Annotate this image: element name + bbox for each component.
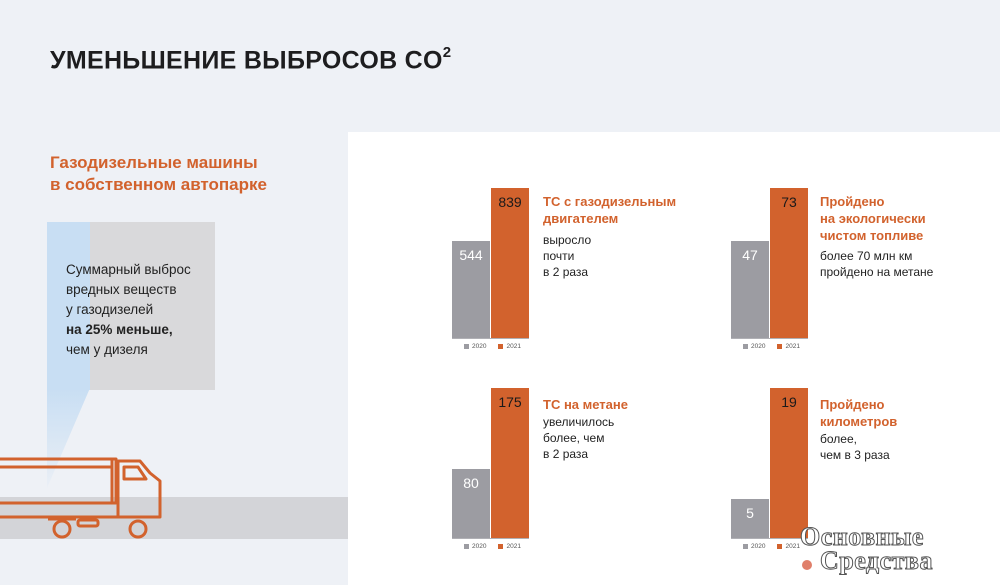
legend-swatch — [777, 343, 783, 349]
bar-2020: 47 — [731, 241, 769, 338]
title-superscript: 2 — [442, 44, 452, 61]
logo-dot — [802, 560, 812, 570]
bar-2020: 5 — [731, 498, 769, 538]
chart-legend: 2020 2021 — [743, 543, 800, 550]
legend-item: 2020 — [743, 543, 765, 550]
callout-accent — [47, 222, 90, 390]
bar-2021: 73 — [770, 188, 808, 338]
legend-item: 2020 — [464, 543, 486, 550]
legend-item: 2020 — [743, 343, 765, 350]
fleet-subtitle: Газодизельные машины в собственном автоп… — [50, 153, 267, 194]
chart-legend: 2020 2021 — [464, 343, 521, 350]
callout-line: Суммарный выброс — [66, 262, 191, 277]
chart-description: выросло почти в 2 раза — [543, 233, 592, 279]
legend-swatch — [743, 343, 748, 349]
page-title: УМЕНЬШЕНИЕ ВЫБРОСОВ CO2 — [50, 44, 452, 75]
bar-2020: 544 — [452, 240, 490, 338]
legend-item: 2021 — [777, 543, 800, 550]
chart-legend: 2020 2021 — [464, 543, 521, 550]
legend-swatch — [464, 543, 469, 549]
chart-legend: 2020 2021 — [743, 343, 800, 350]
bar-2021: 19 — [770, 388, 808, 538]
legend-item: 2021 — [498, 343, 521, 350]
callout-line: вредных веществ — [66, 282, 177, 297]
callout-line-bold: на 25% меньше, — [66, 322, 173, 337]
bar-value-label: 175 — [498, 394, 522, 410]
chart-title: Пройдено на экологически чистом топливе — [820, 194, 926, 243]
chart-baseline — [452, 538, 529, 539]
legend-item: 2021 — [777, 343, 800, 350]
chart-title: Пройдено километров — [820, 397, 898, 429]
chart-baseline — [452, 338, 529, 339]
callout-line: у газодизелей — [66, 302, 154, 317]
bar-2021: 839 — [491, 188, 529, 338]
bar-value-label: 80 — [463, 475, 479, 492]
chart-baseline — [731, 538, 808, 539]
chart-title: ТС с газодизельным двигателем — [543, 194, 677, 226]
legend-item: 2020 — [464, 343, 486, 350]
chart-description: более, чем в 3 раза — [820, 432, 890, 462]
logo-line2: Средства — [820, 546, 933, 576]
bar-value-label: 5 — [746, 504, 754, 521]
bar-value-label: 544 — [459, 246, 483, 263]
callout-box — [90, 222, 215, 390]
bar-2020: 80 — [452, 469, 490, 538]
truck-icon — [0, 457, 162, 539]
watermark-logo: Основные Средства — [800, 522, 995, 582]
bar-value-label: 47 — [742, 247, 758, 264]
chart-baseline — [731, 338, 808, 339]
callout-line: чем у дизеля — [66, 342, 148, 357]
legend-swatch — [777, 543, 783, 549]
bar-value-label: 73 — [781, 194, 797, 210]
callout-text: Суммарный выброс вредных веществ у газод… — [66, 260, 226, 360]
bar-value-label: 839 — [498, 194, 522, 210]
legend-swatch — [498, 543, 504, 549]
legend-item: 2021 — [498, 543, 521, 550]
bar-2021: 175 — [491, 388, 529, 538]
logo-line1: Основные — [800, 522, 924, 552]
legend-swatch — [464, 343, 469, 349]
chart-title: ТС на метане — [543, 397, 628, 412]
bar-value-label: 19 — [781, 394, 797, 410]
chart-description: более 70 млн км пройдено на метане — [820, 249, 934, 279]
chart-description: увеличилось более, чем в 2 раза — [543, 415, 615, 461]
legend-swatch — [743, 543, 748, 549]
legend-swatch — [498, 343, 504, 349]
